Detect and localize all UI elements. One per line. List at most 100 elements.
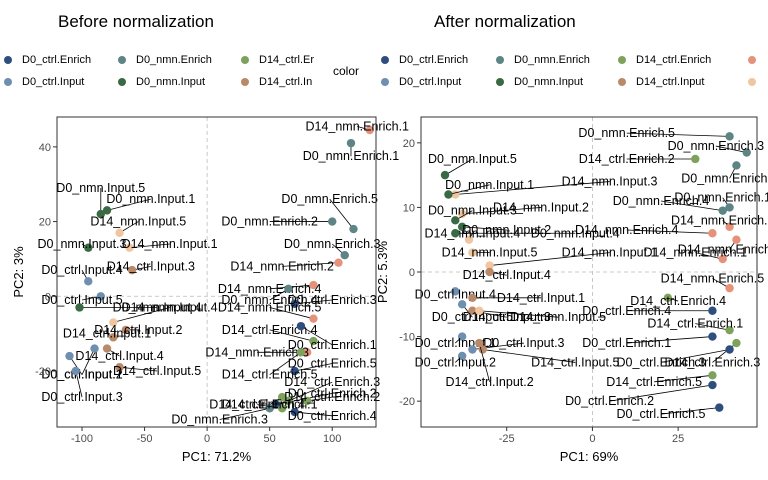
- legend-label: D14_ctrl.Enrich: [636, 54, 712, 66]
- legend-label: D0_nmn.Input: [514, 76, 584, 88]
- point-label: D0_ctrl.Input.5: [41, 293, 122, 307]
- label-leader: [294, 363, 333, 372]
- data-point: [451, 229, 460, 238]
- data-point: [457, 222, 467, 231]
- data-point: [732, 161, 741, 170]
- point-label: D14_nmn.Input.5: [90, 215, 186, 229]
- point-label: D0_ctrl.Input.4: [41, 263, 122, 277]
- point-label: D14_ctrl.Input.4: [75, 349, 163, 363]
- data-point: [708, 380, 717, 390]
- x-tick-label: -50: [137, 433, 153, 445]
- point-label: D14_nmn.Enrich.4: [575, 223, 679, 237]
- point-label: D14_nmn.Enrich.5: [218, 300, 322, 314]
- label-leader: [106, 198, 151, 211]
- data-point: [296, 348, 306, 357]
- point-label: D0_nmn.Input.3: [428, 204, 517, 218]
- legend-item: D0_nmn.Enrich: [118, 54, 212, 66]
- point-label: D0_ctrl.Input.1: [41, 368, 122, 382]
- point-label: D0_nmn.Enrich.5: [281, 192, 378, 206]
- label-leader: [660, 407, 720, 415]
- data-point: [290, 366, 299, 376]
- data-point: [296, 321, 306, 331]
- label-leader: [75, 370, 83, 398]
- point-label: D0_nmn.Input.1: [106, 192, 195, 206]
- point-label: D14_nmn.Input.3: [562, 175, 658, 189]
- data-point: [475, 306, 484, 315]
- legend-item: D0_ctrl.Input: [4, 76, 84, 88]
- legend-dot-d0-ctrl-enrich: [4, 56, 12, 65]
- data-point: [725, 345, 734, 354]
- point-label: D0_ctrl.Input.1: [415, 336, 496, 350]
- point-label: D0_nmn.Input.3: [38, 237, 127, 251]
- point-label: D14_nmn.Input.4: [122, 300, 218, 314]
- point-label: D0_nmn.Enrich.3: [171, 413, 268, 427]
- label-leader: [660, 200, 723, 212]
- point-label: D0_ctrl.Input.3: [483, 336, 564, 350]
- data-point: [457, 332, 467, 341]
- data-point: [468, 293, 477, 303]
- data-point: [732, 338, 741, 348]
- legend-item: [748, 54, 766, 66]
- label-leader: [455, 181, 610, 195]
- label-leader: [626, 336, 713, 344]
- label-leader: [695, 252, 723, 260]
- legend-item: D14_ctrl.In: [241, 76, 312, 88]
- data-point: [457, 351, 467, 361]
- label-leader: [695, 323, 730, 331]
- legend-label: D0_ctrl.Enrich: [22, 54, 92, 66]
- label-leader: [626, 229, 713, 234]
- point-label: D0_nmn.Enrich.3: [284, 237, 381, 251]
- data-point: [725, 283, 734, 293]
- legend-dot-d14-ctrl-input: [241, 78, 249, 87]
- point-label: D0_ctrl.Enrich.3: [617, 355, 706, 369]
- data-point: [457, 300, 467, 309]
- data-point: [464, 235, 474, 244]
- legend-dot-d0-ctrl-enrich: [381, 56, 389, 65]
- data-point: [290, 407, 299, 417]
- point-label: D14_nmn.Enrich.1: [305, 119, 409, 133]
- legend-item: D0_ctrl.Enrich: [4, 54, 91, 66]
- point-label: D14_nmn.Input.1: [562, 246, 658, 260]
- data-point: [732, 235, 741, 244]
- x-tick-label: 50: [264, 433, 276, 445]
- point-label: D14_ctrl.Input.3: [107, 259, 195, 273]
- legend-label: D0_ctrl.Enrich: [399, 54, 469, 66]
- legend-label: D0_nmn.Input: [136, 76, 206, 88]
- y-tick-label: -20: [399, 396, 415, 408]
- data-point: [65, 351, 74, 361]
- point-label: D0_ctrl.Input.4: [415, 288, 496, 302]
- point-label: D14_ctrl.Input.1: [63, 327, 151, 341]
- data-point: [71, 366, 80, 376]
- point-label: D0_nmn.Enrich.1: [674, 191, 768, 205]
- label-leader: [257, 404, 283, 409]
- label-leader: [288, 381, 333, 402]
- point-label: D14_nmn.Input.5: [510, 310, 606, 324]
- legend-dot-d0-nmn-input: [496, 78, 504, 87]
- data-point: [277, 392, 287, 402]
- legend-item: [748, 76, 766, 88]
- point-label: D0_nmn.Input.4: [531, 226, 620, 240]
- label-leader: [462, 207, 542, 215]
- point-label: D14_ctrl.Enrich.5: [222, 368, 318, 382]
- data-point: [718, 254, 727, 264]
- y-tick-label: 0: [45, 291, 51, 303]
- data-point: [725, 222, 734, 231]
- y-tick-label: 20: [403, 138, 415, 150]
- point-label: D0_ctrl.Enrich.5: [288, 357, 377, 371]
- point-label: D14_nmn.Input.1: [122, 237, 218, 251]
- legend-dot-d14-nmn-enrich: [748, 56, 756, 65]
- point-label: D0_nmn.Enrich.5: [578, 126, 675, 140]
- point-label: D0_ctrl.Enrich.5: [617, 407, 706, 421]
- x-tick-label: 100: [323, 433, 341, 445]
- data-point: [109, 318, 118, 327]
- legend-dot-d14-ctrl-enrich: [241, 56, 249, 65]
- data-point: [340, 250, 349, 260]
- point-label: D0_nmn.Input.5: [56, 181, 145, 195]
- legend-label: D0_nmn.Enrich: [514, 54, 590, 66]
- point-label: D0_ctrl.Enrich.4: [288, 409, 377, 423]
- point-label: D14_nmn.Enrich.3: [671, 213, 768, 227]
- legend-label: D0_ctrl.Input: [22, 76, 85, 88]
- legend-dot-d0-ctrl-input: [4, 78, 12, 87]
- point-label: D14_nmn.Enrich.3: [205, 345, 309, 359]
- data-point: [349, 224, 358, 234]
